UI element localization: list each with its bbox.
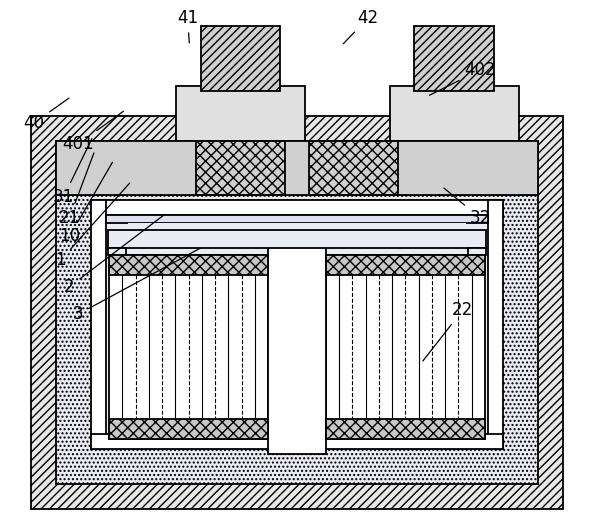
- Bar: [309, 141, 399, 195]
- Bar: [108, 248, 126, 255]
- Text: 1: 1: [55, 183, 129, 269]
- Text: 402: 402: [429, 61, 496, 95]
- Bar: [109, 255, 268, 439]
- Bar: [109, 255, 268, 275]
- Text: 40: 40: [24, 98, 69, 132]
- Bar: [56, 141, 195, 195]
- Text: 22: 22: [423, 302, 473, 361]
- Text: 32: 32: [444, 188, 491, 227]
- Bar: [56, 141, 538, 195]
- Text: 3: 3: [73, 249, 200, 323]
- Text: 401: 401: [62, 112, 124, 153]
- Bar: [326, 255, 485, 439]
- Bar: [415, 26, 494, 91]
- Text: 42: 42: [343, 9, 378, 44]
- Text: 31: 31: [53, 139, 92, 206]
- Bar: [109, 419, 268, 439]
- Text: 41: 41: [177, 9, 198, 43]
- Bar: [128, 223, 466, 230]
- Bar: [91, 200, 106, 449]
- Text: 2: 2: [64, 215, 165, 296]
- Bar: [201, 26, 280, 91]
- Bar: [91, 434, 503, 449]
- Bar: [468, 248, 486, 255]
- Bar: [399, 141, 538, 195]
- Bar: [108, 230, 486, 248]
- Bar: [31, 116, 563, 509]
- Bar: [56, 141, 538, 195]
- Bar: [56, 141, 538, 484]
- Bar: [326, 419, 485, 439]
- Bar: [488, 200, 503, 449]
- Bar: [91, 200, 503, 215]
- Bar: [285, 141, 309, 195]
- Bar: [326, 255, 485, 275]
- Bar: [91, 200, 503, 449]
- Bar: [176, 86, 305, 141]
- Text: 10: 10: [59, 162, 112, 245]
- Bar: [195, 141, 285, 195]
- Text: 21: 21: [59, 153, 94, 227]
- Bar: [390, 86, 519, 141]
- Bar: [191, 106, 290, 141]
- Bar: [268, 240, 326, 454]
- Bar: [106, 215, 488, 223]
